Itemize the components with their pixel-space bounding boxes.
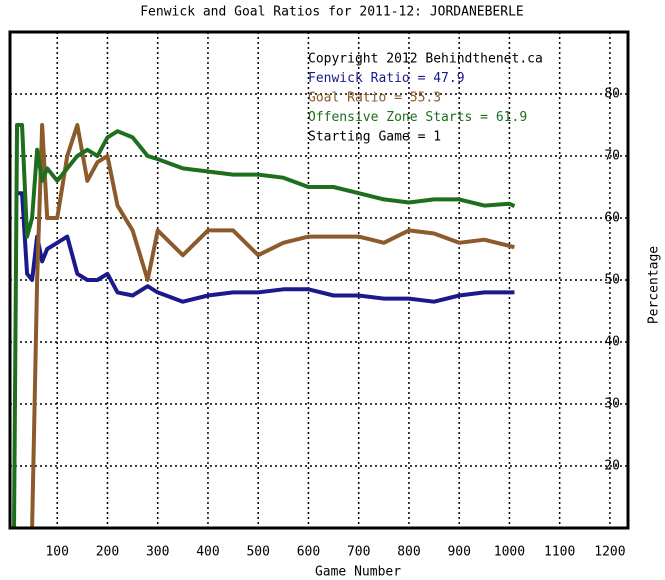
annotation: Starting Game = 1	[308, 130, 441, 145]
x-tick-label: 100	[45, 545, 68, 560]
x-tick-label: 400	[196, 545, 219, 560]
x-tick-label: 1100	[544, 545, 575, 560]
x-axis-label: Game Number	[315, 565, 401, 580]
x-tick-label: 1000	[494, 545, 525, 560]
y-tick-label: 60	[604, 211, 620, 226]
x-tick-label: 800	[397, 545, 420, 560]
x-tick-label: 600	[297, 545, 320, 560]
x-tick-label: 1200	[594, 545, 625, 560]
y-tick-label: 80	[604, 87, 620, 102]
x-tick-label: 300	[146, 545, 169, 560]
plot-border	[8, 30, 630, 530]
y-tick-label: 20	[604, 459, 620, 474]
x-tick-label: 900	[447, 545, 470, 560]
y-tick-label: 30	[604, 397, 620, 412]
series-line	[12, 123, 516, 529]
x-tick-label: 500	[246, 545, 269, 560]
annotation: Fenwick Ratio = 47.9	[308, 71, 465, 86]
y-tick-label: 50	[604, 273, 620, 288]
x-tick-label: 700	[347, 545, 370, 560]
y-tick-label: 40	[604, 335, 620, 350]
series-line	[30, 123, 515, 529]
annotation: Goal Ratio = 55.3	[308, 91, 441, 106]
chart-title: Fenwick and Goal Ratios for 2011-12: JOR…	[140, 5, 524, 20]
y-tick-label: 70	[604, 149, 620, 164]
x-tick-label: 200	[96, 545, 119, 560]
annotation: Copyright 2012 Behindthenet.ca	[308, 52, 543, 67]
series-line	[17, 191, 515, 304]
annotation: Offensive Zone Starts = 61.9	[308, 110, 527, 125]
y-axis-label: Percentage	[647, 246, 662, 324]
